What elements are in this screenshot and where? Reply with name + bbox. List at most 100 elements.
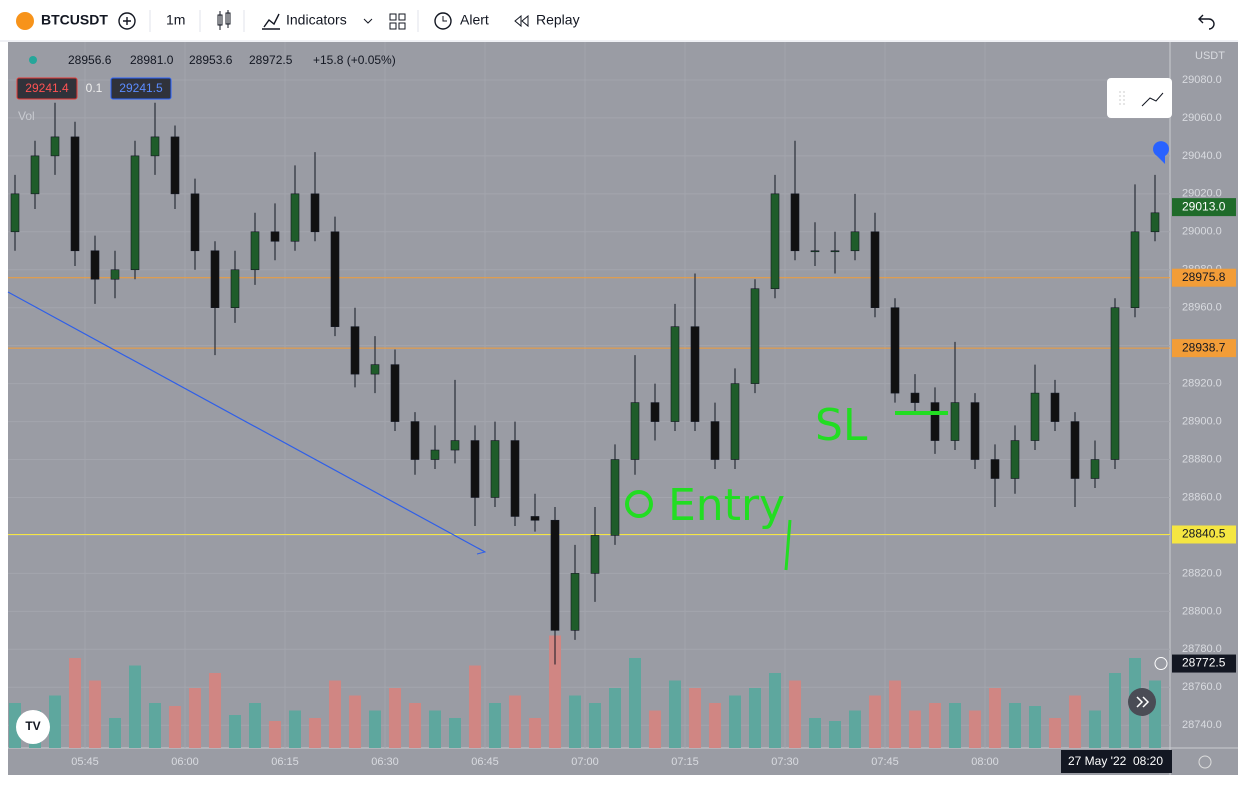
y-tick-label: 28900.0 (1182, 415, 1222, 427)
alert-button[interactable]: Alert (434, 12, 489, 30)
y-tick-label: 29060.0 (1182, 112, 1222, 124)
volume-bar (1009, 703, 1021, 748)
time-axis (8, 748, 1170, 775)
volume-bar (729, 695, 741, 748)
volume-bar (69, 658, 81, 748)
symbol-button[interactable]: BTCUSDT (16, 12, 108, 30)
symbol: BTCUSDT (41, 12, 108, 28)
candle-body (790, 193, 800, 252)
bid-box[interactable] (16, 77, 78, 100)
volume-bar (709, 703, 721, 748)
tv-logo[interactable] (16, 710, 50, 744)
candle-body (810, 250, 820, 253)
toolbar (0, 0, 1238, 41)
volume-bar (669, 680, 681, 748)
price-tag (1172, 339, 1236, 358)
volume-bar (529, 718, 541, 748)
volume-bar (269, 721, 281, 748)
candle-body (1070, 421, 1080, 479)
price-tag (1172, 525, 1236, 544)
alert-marker[interactable] (1153, 141, 1169, 164)
indicators: Indicators (286, 12, 347, 28)
price-tag-label: 28975.8 (1182, 270, 1226, 284)
volume-label: Vol (18, 109, 35, 123)
volume-bar (189, 688, 201, 748)
volume-bar (89, 680, 101, 748)
ask: 29241.5 (119, 81, 163, 95)
volume-bar (49, 695, 61, 748)
spread: 0.1 (86, 81, 103, 95)
volume-bar (869, 695, 881, 748)
volume (9, 635, 1161, 748)
candle-body (970, 402, 980, 460)
candle-body (550, 519, 560, 631)
entry-circle (625, 490, 653, 518)
volume-bar (169, 706, 181, 748)
line-tool[interactable] (1141, 92, 1164, 107)
candle-body (90, 250, 100, 280)
add-symbol[interactable] (118, 12, 136, 30)
volume-bar (689, 688, 701, 748)
candle-body (1110, 307, 1120, 460)
currency: USDT (1195, 50, 1225, 62)
x-tick-label: 07:45 (871, 756, 899, 768)
legend-close: 28972.5 (249, 53, 293, 67)
layouts[interactable] (389, 13, 406, 30)
entry-stroke (784, 519, 792, 571)
sl-note: SL (815, 400, 868, 451)
candle-body (670, 326, 680, 422)
price-tag-label: 28840.5 (1182, 527, 1226, 541)
y-tick-label: 28880.0 (1182, 453, 1222, 465)
volume-bar (969, 710, 981, 748)
replay-button[interactable]: Replay (514, 12, 580, 28)
candle-body (30, 155, 40, 195)
interval[interactable]: 1m (166, 12, 185, 28)
volume-bar (949, 703, 961, 748)
volume-bar (849, 710, 861, 748)
undo[interactable] (1198, 14, 1215, 30)
y-tick-label: 28960.0 (1182, 302, 1222, 314)
indicators-button[interactable]: Indicators (262, 12, 373, 30)
settings[interactable] (1198, 755, 1212, 769)
volume-bar (229, 715, 241, 748)
candle-body (930, 402, 940, 441)
candle-body (830, 250, 840, 253)
volume-bar (389, 688, 401, 748)
volume-bar (889, 680, 901, 748)
candle-body (350, 326, 360, 375)
y-tick-label: 29040.0 (1182, 150, 1222, 162)
time-label: 08:20 (1133, 754, 1163, 768)
x-tick-label: 07:30 (771, 756, 799, 768)
candle-body (310, 193, 320, 233)
candle-body (890, 307, 900, 394)
bid: 29241.4 (25, 81, 69, 95)
volume-bar (649, 710, 661, 748)
ask-box[interactable] (110, 77, 172, 100)
candle-body (630, 402, 640, 460)
candle-body (570, 573, 580, 631)
legend-change: +15.8 (+0.05%) (313, 53, 396, 67)
volume-bar (1089, 710, 1101, 748)
candle-body (530, 516, 540, 521)
volume-bar (989, 688, 1001, 748)
volume-bar (509, 695, 521, 748)
volume-bar (809, 718, 821, 748)
volume-bar (469, 665, 481, 748)
candle-body (1090, 459, 1100, 479)
volume-bar (1109, 673, 1121, 748)
volume-bar (1149, 680, 1161, 748)
btc-icon (16, 12, 34, 30)
x-tick-label: 06:15 (271, 756, 299, 768)
price-tag (1172, 268, 1236, 287)
y-tick-label: 28800.0 (1182, 605, 1222, 617)
volume-bar (769, 673, 781, 748)
y-tick-label: 28860.0 (1182, 491, 1222, 503)
candle-body (850, 231, 860, 252)
y-tick-label: 28820.0 (1182, 567, 1222, 579)
drawing-toolbar[interactable] (1107, 78, 1172, 118)
volume-bar (929, 703, 941, 748)
volume-bar (829, 721, 841, 748)
chart-type[interactable] (217, 10, 231, 30)
candle-body (1130, 231, 1140, 308)
